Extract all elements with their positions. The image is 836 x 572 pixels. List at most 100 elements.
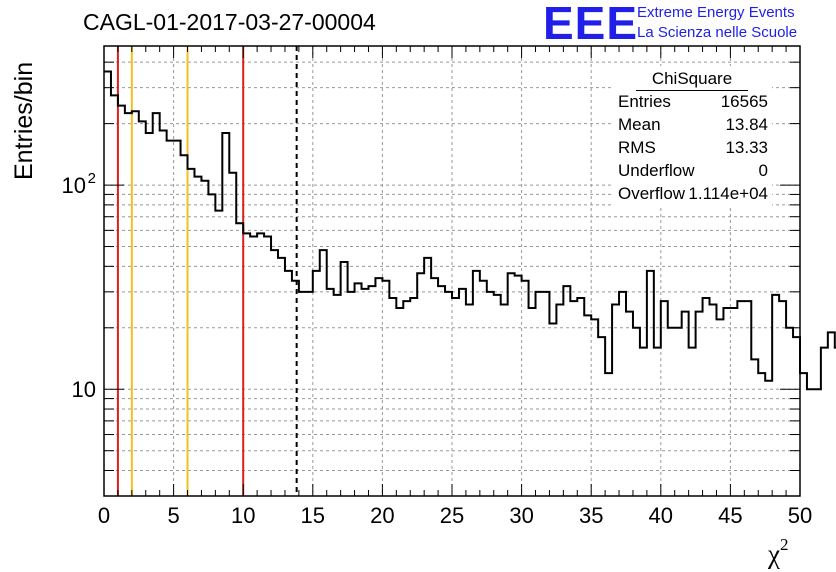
- histogram-bin: [466, 305, 473, 496]
- histogram-bin: [654, 348, 661, 496]
- histogram-bin: [355, 283, 362, 496]
- x-tick-label: 45: [718, 503, 742, 528]
- histogram-bin: [417, 273, 424, 496]
- histogram-bin: [424, 258, 431, 496]
- histogram-bin: [341, 262, 348, 496]
- histogram-bin: [814, 389, 821, 496]
- histogram-bin: [382, 281, 389, 496]
- stats-value: 13.33: [725, 138, 768, 157]
- histogram-bin: [529, 308, 536, 496]
- x-axis-label: χ2: [768, 535, 788, 570]
- x-axis-label-base: χ: [768, 539, 780, 569]
- histogram-bin: [494, 295, 501, 496]
- stats-value: 1.114e+04: [688, 184, 768, 203]
- histogram-bin: [730, 308, 737, 496]
- stats-row-underflow: Underflow 0: [618, 161, 768, 183]
- histogram-bin: [682, 312, 689, 496]
- histogram-bin: [737, 301, 744, 496]
- histogram-bin: [661, 301, 668, 496]
- axis-ticks: [103, 46, 801, 497]
- histogram-bin: [320, 250, 327, 496]
- histogram-bin: [793, 337, 800, 496]
- histogram-bin: [542, 292, 549, 496]
- histogram-bin: [696, 312, 703, 496]
- histogram-bin: [306, 292, 313, 496]
- histogram-bin: [570, 301, 577, 496]
- histogram-bin: [153, 113, 160, 496]
- histogram-bin: [473, 271, 480, 496]
- histogram-bin: [751, 359, 758, 496]
- histogram-bin: [396, 308, 403, 496]
- stats-title-underline: [636, 90, 748, 91]
- histogram-bin: [368, 286, 375, 496]
- histogram-bin: [828, 332, 835, 496]
- histogram-bin: [250, 236, 257, 496]
- histogram-line: [104, 70, 836, 391]
- run-title: CAGL-01-2017-03-27-00004: [83, 9, 376, 35]
- logo-caption-line1: Extreme Energy Events: [637, 4, 795, 21]
- histogram-bin: [536, 292, 543, 496]
- histogram-bin: [668, 328, 675, 496]
- histogram-bin: [807, 389, 814, 496]
- histogram-bin: [146, 133, 153, 496]
- histogram-bin: [132, 111, 139, 496]
- histogram-bin: [139, 121, 146, 496]
- histogram-bin: [640, 348, 647, 496]
- histogram-bin: [264, 236, 271, 496]
- histogram-bin: [549, 323, 556, 496]
- logo-caption-line2: La Scienza nelle Scuole: [637, 24, 798, 41]
- histogram-bin: [111, 95, 118, 496]
- stats-key: Underflow: [618, 161, 695, 180]
- histogram-bin: [201, 181, 208, 496]
- stats-box: ChiSquare Entries 16565 Mean 13.84 RMS 1…: [612, 66, 772, 208]
- stats-title: ChiSquare: [651, 69, 733, 88]
- histogram-bin: [334, 295, 341, 496]
- stats-row-entries: Entries 16565: [618, 92, 768, 114]
- histogram-bin: [591, 319, 598, 496]
- x-tick-label: 15: [301, 503, 325, 528]
- histogram-bin: [584, 315, 591, 496]
- histogram-bin: [577, 298, 584, 496]
- histogram-bin: [229, 173, 236, 496]
- histogram-bin: [821, 348, 828, 496]
- histogram-bin: [236, 223, 243, 496]
- stats-value: 13.84: [725, 115, 768, 134]
- histogram-bin: [181, 155, 188, 496]
- histogram-bin: [257, 233, 264, 496]
- histogram-bin: [452, 298, 459, 496]
- histogram-bin: [459, 289, 466, 496]
- histogram-bin: [403, 301, 410, 496]
- histogram-bin: [215, 211, 222, 496]
- histogram-bin: [104, 72, 111, 496]
- histogram-bin: [194, 177, 201, 496]
- histogram-bin: [508, 273, 515, 496]
- histogram-bin: [348, 292, 355, 496]
- histogram-bin: [633, 328, 640, 496]
- stats-row-rms: RMS 13.33: [618, 138, 768, 160]
- histogram-bin: [278, 258, 285, 496]
- histogram-bin: [605, 373, 612, 496]
- x-tick-label: 30: [509, 503, 533, 528]
- histogram-bin: [389, 298, 396, 496]
- x-tick-label: 40: [649, 503, 673, 528]
- histogram-bin: [375, 278, 382, 496]
- histogram-bin: [703, 298, 710, 496]
- histogram-bin: [689, 348, 696, 496]
- histogram-bin: [445, 292, 452, 496]
- histogram-bin: [619, 292, 626, 496]
- stats-key: RMS: [618, 138, 656, 157]
- histogram-bin: [647, 271, 654, 496]
- histogram-bin: [327, 289, 334, 496]
- histogram-bin: [723, 308, 730, 496]
- stats-row-overflow: Overflow 1.114e+04: [618, 184, 768, 206]
- histogram-bin: [765, 381, 772, 496]
- histogram-bin: [125, 113, 132, 496]
- stats-value: 0: [758, 161, 768, 180]
- stats-key: Mean: [618, 115, 661, 134]
- x-tick-label: 25: [440, 503, 464, 528]
- histogram-bin: [271, 250, 278, 496]
- histogram-bin: [487, 292, 494, 496]
- marker-lines: [116, 46, 298, 496]
